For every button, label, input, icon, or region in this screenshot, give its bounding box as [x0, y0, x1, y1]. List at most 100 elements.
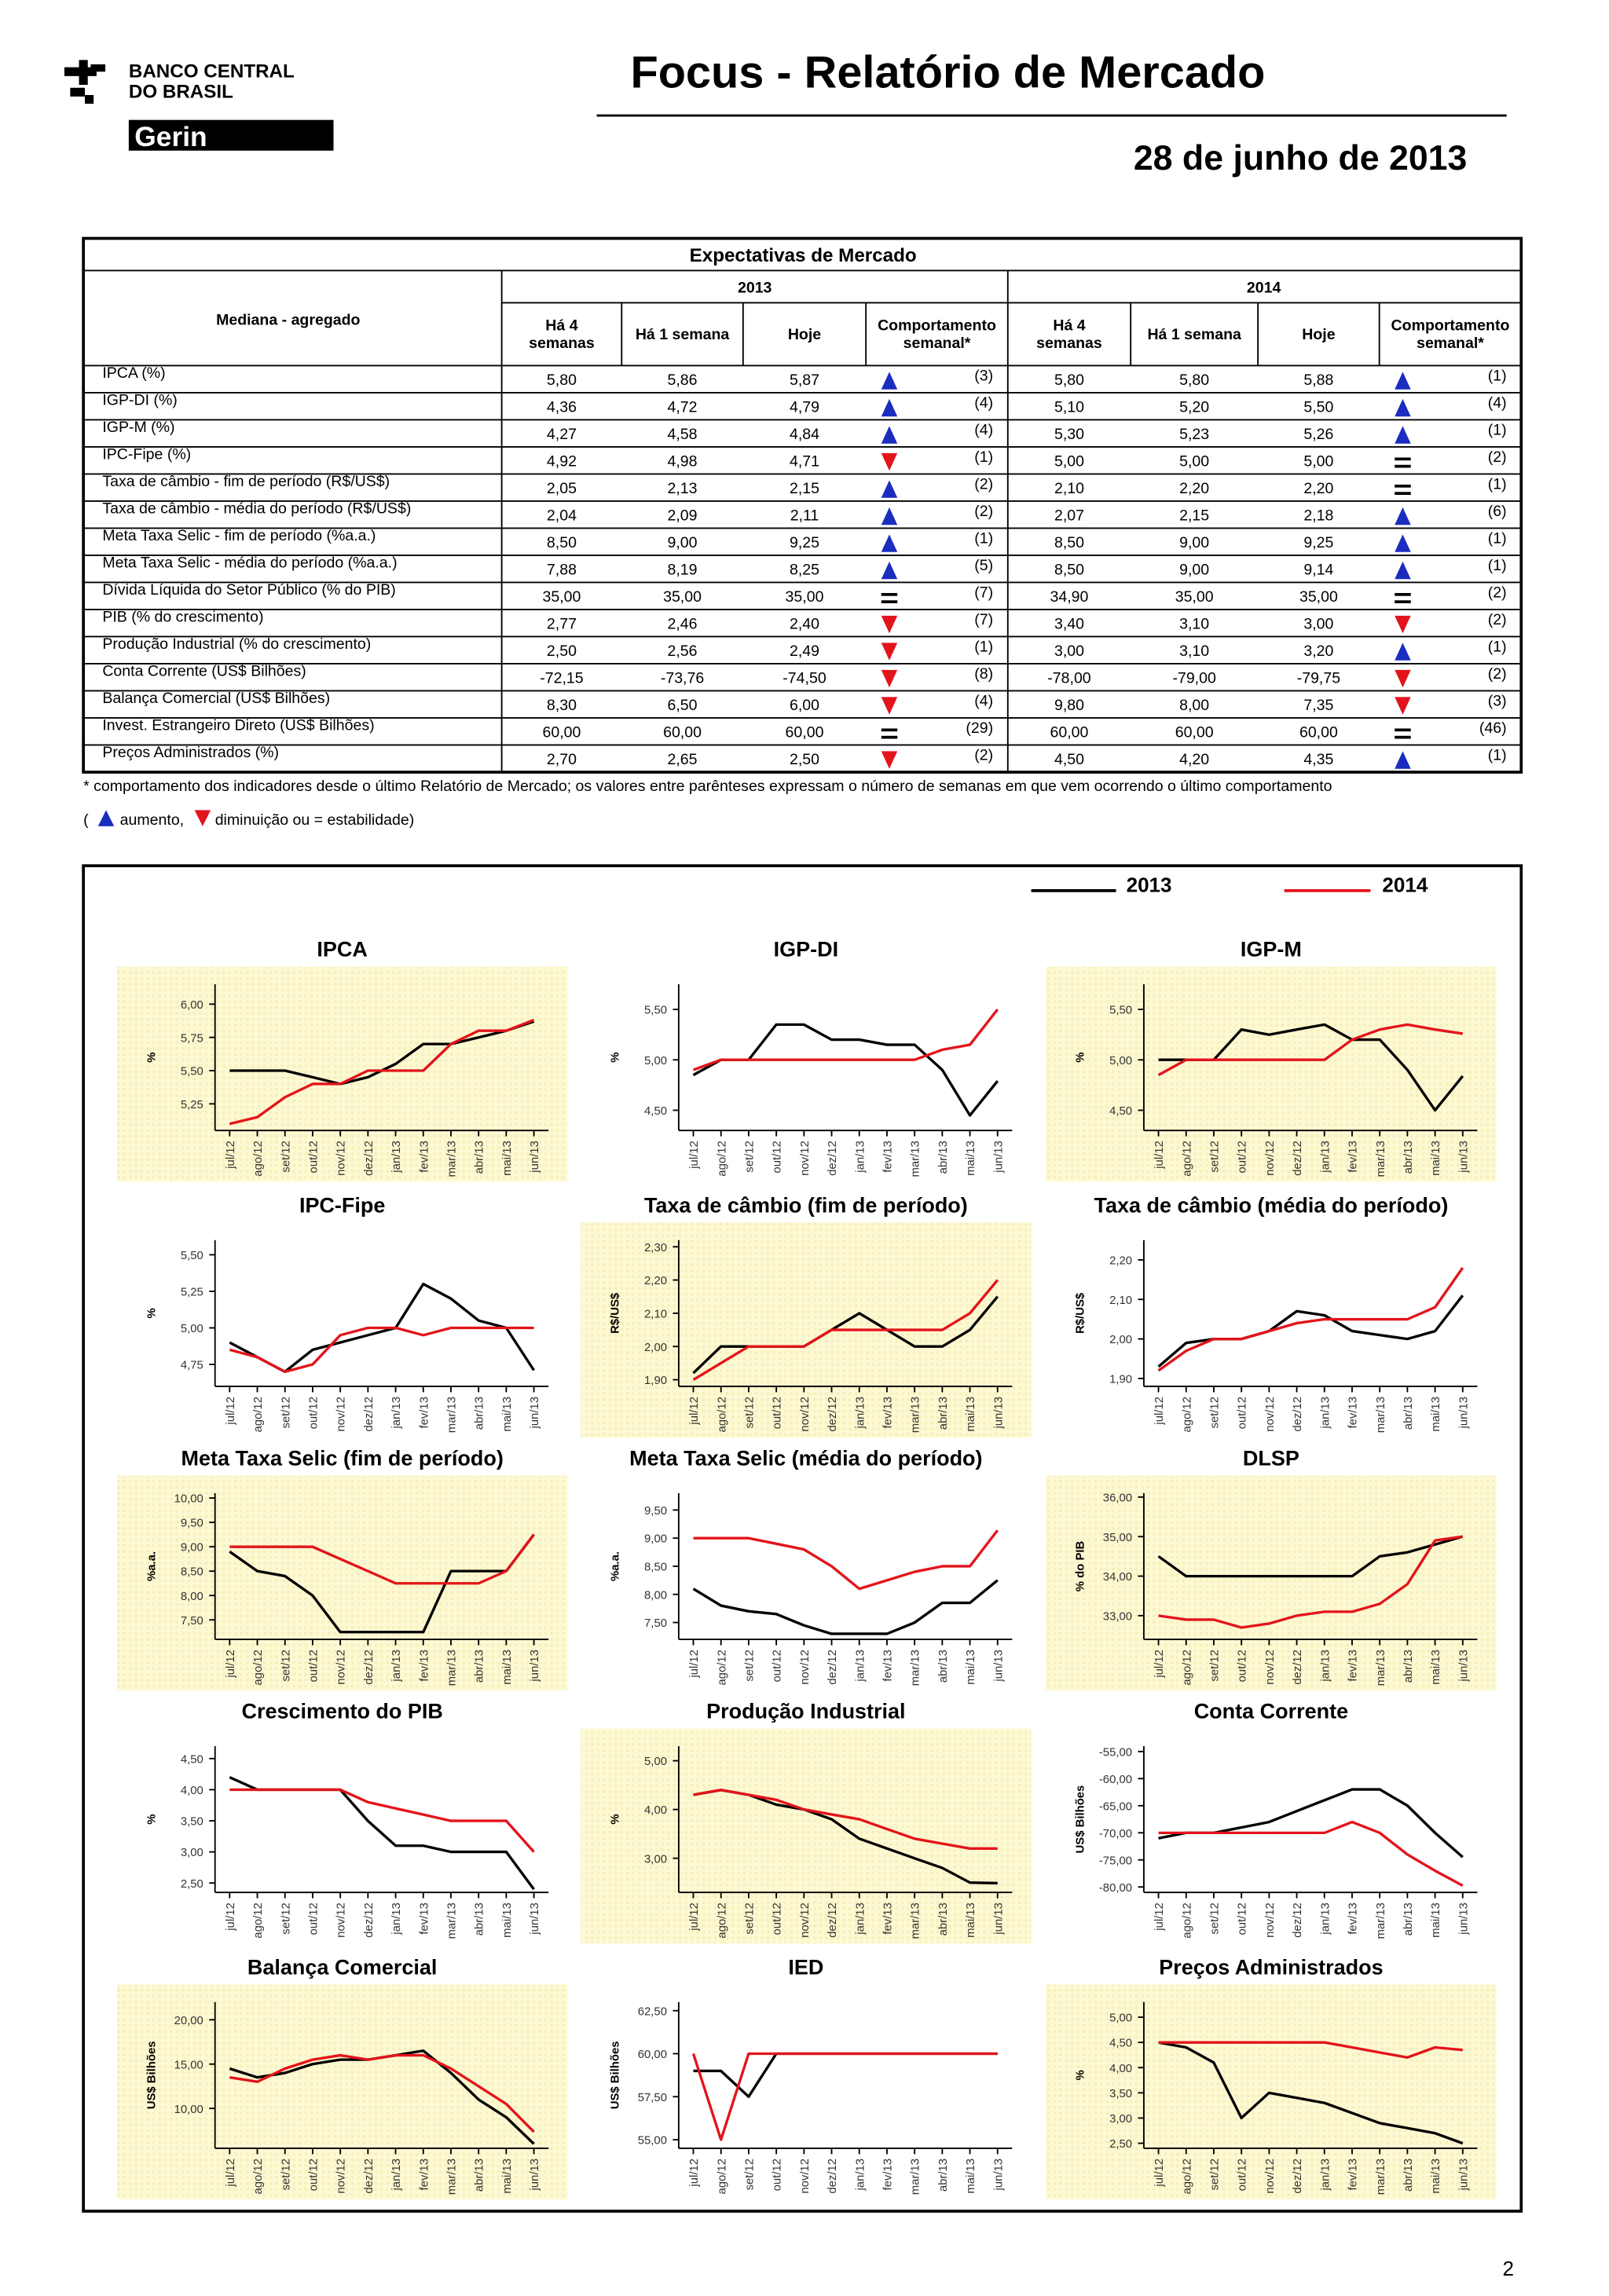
y-tick-label: 7,50 — [644, 1617, 667, 1630]
x-tick-label: fev/13 — [1347, 1397, 1360, 1429]
chart-title: IED — [788, 1955, 823, 1979]
x-tick-label: jun/13 — [992, 1141, 1005, 1174]
cell-value: 2,77 — [547, 616, 577, 633]
weeks-count: (1) — [1488, 639, 1507, 656]
cell-value: 4,58 — [668, 426, 698, 443]
x-tick-label: jun/13 — [1457, 1650, 1470, 1683]
y-tick-label: 2,20 — [1109, 1255, 1132, 1268]
y-tick-label: 4,00 — [1109, 2063, 1132, 2075]
cell-value: 4,36 — [547, 399, 577, 416]
x-tick-label: mar/13 — [446, 1902, 459, 1939]
weeks-count: (3) — [1488, 693, 1507, 710]
x-tick-label: abr/13 — [474, 2159, 486, 2192]
chart-background — [581, 1728, 1032, 1944]
cell-value: 2,46 — [668, 616, 698, 633]
cell-value: 2,56 — [668, 643, 698, 660]
x-tick-label: nov/12 — [335, 1397, 348, 1432]
x-tick-label: jul/12 — [1153, 1141, 1166, 1170]
footnote: * comportamento dos indicadores desde o … — [83, 778, 1332, 795]
cell-value: 8,25 — [790, 562, 819, 579]
x-tick-label: out/12 — [1237, 1650, 1249, 1682]
row-label: Dívida Líquida do Setor Público (% do PI… — [102, 581, 395, 599]
row-label: Balança Comercial (US$ Bilhões) — [102, 690, 330, 707]
cell-value: -79,75 — [1297, 670, 1341, 687]
x-tick-label: jan/13 — [1319, 1141, 1332, 1174]
cell-value: -78,00 — [1047, 670, 1091, 687]
x-tick-label: out/12 — [772, 1397, 784, 1429]
cell-value: 5,88 — [1303, 372, 1333, 389]
cell-value: 4,35 — [1303, 751, 1333, 768]
down-icon — [881, 697, 898, 715]
series-line — [229, 1788, 535, 1853]
logo-mark — [64, 60, 106, 104]
mini-chart: Meta Taxa Selic (média do período) %a.a. 7… — [610, 1447, 1013, 1686]
x-tick-label: ago/12 — [716, 1650, 728, 1686]
cell-value: 2,50 — [547, 643, 577, 660]
x-tick-label: dez/12 — [826, 1141, 839, 1176]
y-axis-label: % — [145, 1052, 158, 1062]
weeks-count: (1) — [974, 449, 993, 466]
chart-background — [1046, 1475, 1497, 1691]
x-tick-label: ago/12 — [252, 2159, 265, 2195]
row-label: IPC-Fipe (%) — [102, 445, 191, 463]
x-tick-label: abr/13 — [474, 1902, 486, 1935]
y-tick-label: 3,50 — [1109, 2088, 1132, 2100]
x-tick-label: fev/13 — [882, 1397, 895, 1429]
cell-value: 8,50 — [547, 534, 577, 551]
legend-note-text: aumento, — [120, 811, 184, 829]
x-tick-label: jun/13 — [529, 1141, 541, 1174]
weeks-count: (4) — [974, 394, 993, 412]
down-icon — [1395, 669, 1411, 688]
legend-note-text: ( — [83, 811, 89, 829]
x-tick-label: out/12 — [772, 1902, 784, 1935]
cell-value: 9,80 — [1054, 697, 1084, 714]
x-tick-label: jun/13 — [529, 1650, 541, 1683]
y-tick-label: 1,90 — [1109, 1373, 1132, 1386]
row-header: Mediana - agregado — [216, 311, 360, 328]
series-line — [692, 1008, 999, 1071]
x-tick-label: nov/12 — [335, 1650, 348, 1685]
x-tick-label: jun/13 — [529, 2159, 541, 2192]
y-tick-label: 4,50 — [181, 1753, 203, 1766]
x-tick-label: out/12 — [772, 1650, 784, 1682]
cell-value: 3,10 — [1179, 643, 1209, 660]
chart-title: Taxa de câmbio (média do período) — [1094, 1193, 1448, 1217]
down-icon — [1395, 615, 1411, 634]
y-tick-label: -55,00 — [1099, 1746, 1132, 1759]
x-tick-label: set/12 — [1209, 1902, 1222, 1935]
x-tick-label: abr/13 — [937, 1141, 950, 1174]
y-tick-label: 9,00 — [181, 1542, 203, 1554]
x-tick-label: jul/12 — [225, 1397, 237, 1426]
series-line — [1158, 2041, 1464, 2145]
cell-value: 34,90 — [1050, 588, 1089, 606]
x-tick-label: nov/12 — [335, 1141, 348, 1176]
cell-value: 9,25 — [790, 534, 819, 551]
y-tick-label: 34,00 — [1103, 1571, 1132, 1584]
series-line — [692, 1279, 999, 1382]
x-tick-label: ago/12 — [1181, 1650, 1193, 1686]
column-header: semanal* — [903, 335, 971, 352]
cell-value: 4,79 — [790, 399, 819, 416]
equal-icon — [1395, 484, 1411, 488]
series-line — [229, 1019, 535, 1126]
cell-value: 2,49 — [790, 643, 819, 660]
logo-text: BANCO CENTRAL — [129, 61, 295, 82]
x-tick-label: jun/13 — [992, 1902, 1005, 1935]
y-tick-label: 8,50 — [644, 1562, 667, 1574]
series-line — [1158, 2041, 1463, 2060]
cell-value: 35,00 — [1175, 588, 1214, 606]
x-tick-label: jan/13 — [854, 1650, 867, 1683]
cell-value: 2,05 — [547, 480, 577, 497]
series-line — [1157, 1535, 1464, 1578]
x-tick-label: fev/13 — [1347, 1650, 1360, 1682]
weeks-count: (2) — [974, 476, 993, 493]
series-line — [1158, 1820, 1464, 1888]
weeks-count: (7) — [974, 611, 993, 628]
cell-value: 60,00 — [1175, 724, 1214, 742]
down-icon — [881, 452, 898, 471]
x-tick-label: mai/13 — [965, 1902, 977, 1938]
cell-value: 5,00 — [1179, 453, 1209, 471]
x-tick-label: ago/12 — [252, 1397, 265, 1433]
x-tick-label: mar/13 — [910, 1141, 922, 1177]
y-tick-label: 4,50 — [1109, 2038, 1132, 2050]
